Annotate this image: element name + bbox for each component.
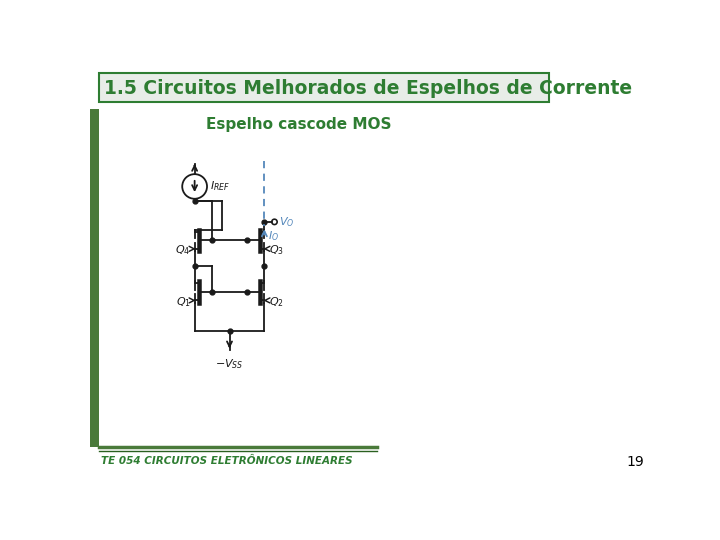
Text: $I_O$: $I_O$ (269, 229, 279, 242)
Text: 1.5 Circuitos Melhorados de Espelhos de Corrente: 1.5 Circuitos Melhorados de Espelhos de … (104, 79, 632, 98)
Text: 19: 19 (626, 455, 644, 469)
Text: $Q_2$: $Q_2$ (269, 295, 284, 309)
FancyBboxPatch shape (99, 72, 549, 102)
Text: $V_O$: $V_O$ (279, 215, 294, 229)
Bar (90, 109, 99, 448)
Text: Espelho cascode MOS: Espelho cascode MOS (207, 117, 392, 132)
Text: $-V_{SS}$: $-V_{SS}$ (215, 357, 244, 371)
Text: $Q_1$: $Q_1$ (176, 295, 191, 309)
Text: $Q_3$: $Q_3$ (269, 244, 284, 257)
Text: $I_{REF}$: $I_{REF}$ (210, 180, 230, 193)
Text: $Q_4$: $Q_4$ (176, 244, 191, 257)
Text: TE 054 CIRCUITOS ELETRÔNICOS LINEARES: TE 054 CIRCUITOS ELETRÔNICOS LINEARES (101, 456, 353, 465)
